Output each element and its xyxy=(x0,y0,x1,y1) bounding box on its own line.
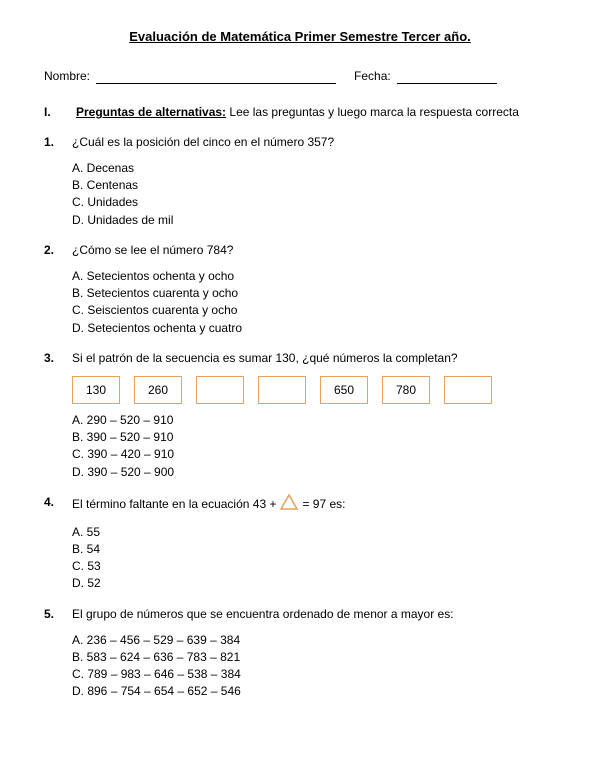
option-c[interactable]: C. 390 – 420 – 910 xyxy=(72,446,556,462)
sequence-box: 650 xyxy=(320,376,368,404)
sequence-box[interactable] xyxy=(444,376,492,404)
name-field-line[interactable] xyxy=(96,68,336,84)
name-label: Nombre: xyxy=(44,68,90,84)
question-text: Si el patrón de la secuencia es sumar 13… xyxy=(72,350,556,366)
question-text: El término faltante en la ecuación 43 + … xyxy=(72,494,556,514)
option-b[interactable]: B. 583 – 624 – 636 – 783 – 821 xyxy=(72,649,556,665)
equation-pre: El término faltante en la ecuación 43 + xyxy=(72,496,276,512)
option-b[interactable]: B. Setecientos cuarenta y ocho xyxy=(72,285,556,301)
date-label: Fecha: xyxy=(354,68,391,84)
option-a[interactable]: A. 290 – 520 – 910 xyxy=(72,412,556,428)
question-4-options: A. 55 B. 54 C. 53 D. 52 xyxy=(72,524,556,592)
equation-post: = 97 es: xyxy=(302,496,345,512)
sequence-box[interactable] xyxy=(258,376,306,404)
option-c[interactable]: C. Unidades xyxy=(72,194,556,210)
option-a[interactable]: A. 236 – 456 – 529 – 639 – 384 xyxy=(72,632,556,648)
question-5: 5. El grupo de números que se encuentra … xyxy=(44,606,556,622)
sequence-box: 260 xyxy=(134,376,182,404)
question-2-options: A. Setecientos ochenta y ocho B. Setecie… xyxy=(72,268,556,336)
section-roman: I. xyxy=(44,104,62,120)
section-instruction: Lee las preguntas y luego marca la respu… xyxy=(226,105,519,119)
page-title: Evaluación de Matemática Primer Semestre… xyxy=(44,28,556,46)
question-3: 3. Si el patrón de la secuencia es sumar… xyxy=(44,350,556,366)
triangle-icon xyxy=(280,494,298,514)
sequence-box: 780 xyxy=(382,376,430,404)
sequence-box[interactable] xyxy=(196,376,244,404)
sequence-boxes: 130 260 650 780 xyxy=(72,376,556,404)
question-number: 3. xyxy=(44,350,60,366)
section-text: Preguntas de alternativas: Lee las pregu… xyxy=(76,104,519,120)
question-1-options: A. Decenas B. Centenas C. Unidades D. Un… xyxy=(72,160,556,228)
option-a[interactable]: A. 55 xyxy=(72,524,556,540)
option-a[interactable]: A. Decenas xyxy=(72,160,556,176)
option-c[interactable]: C. 53 xyxy=(72,558,556,574)
student-info-row: Nombre: Fecha: xyxy=(44,68,556,84)
question-number: 4. xyxy=(44,494,60,514)
question-text: ¿Cuál es la posición del cinco en el núm… xyxy=(72,134,556,150)
date-field-line[interactable] xyxy=(397,68,497,84)
question-4: 4. El término faltante en la ecuación 43… xyxy=(44,494,556,514)
section-1-heading: I. Preguntas de alternativas: Lee las pr… xyxy=(44,104,556,120)
question-number: 1. xyxy=(44,134,60,150)
option-b[interactable]: B. 54 xyxy=(72,541,556,557)
question-number: 5. xyxy=(44,606,60,622)
option-c[interactable]: C. Seiscientos cuarenta y ocho xyxy=(72,302,556,318)
option-c[interactable]: C. 789 – 983 – 646 – 538 – 384 xyxy=(72,666,556,682)
option-b[interactable]: B. 390 – 520 – 910 xyxy=(72,429,556,445)
option-d[interactable]: D. 52 xyxy=(72,575,556,591)
option-d[interactable]: D. 390 – 520 – 900 xyxy=(72,464,556,480)
question-3-options: A. 290 – 520 – 910 B. 390 – 520 – 910 C.… xyxy=(72,412,556,480)
question-1: 1. ¿Cuál es la posición del cinco en el … xyxy=(44,134,556,150)
question-number: 2. xyxy=(44,242,60,258)
option-d[interactable]: D. Unidades de mil xyxy=(72,212,556,228)
option-a[interactable]: A. Setecientos ochenta y ocho xyxy=(72,268,556,284)
question-5-options: A. 236 – 456 – 529 – 639 – 384 B. 583 – … xyxy=(72,632,556,700)
option-b[interactable]: B. Centenas xyxy=(72,177,556,193)
option-d[interactable]: D. Setecientos ochenta y cuatro xyxy=(72,320,556,336)
option-d[interactable]: D. 896 – 754 – 654 – 652 – 546 xyxy=(72,683,556,699)
section-label: Preguntas de alternativas: xyxy=(76,105,226,119)
sequence-box: 130 xyxy=(72,376,120,404)
question-2: 2. ¿Cómo se lee el número 784? xyxy=(44,242,556,258)
question-text: El grupo de números que se encuentra ord… xyxy=(72,606,556,622)
question-text: ¿Cómo se lee el número 784? xyxy=(72,242,556,258)
